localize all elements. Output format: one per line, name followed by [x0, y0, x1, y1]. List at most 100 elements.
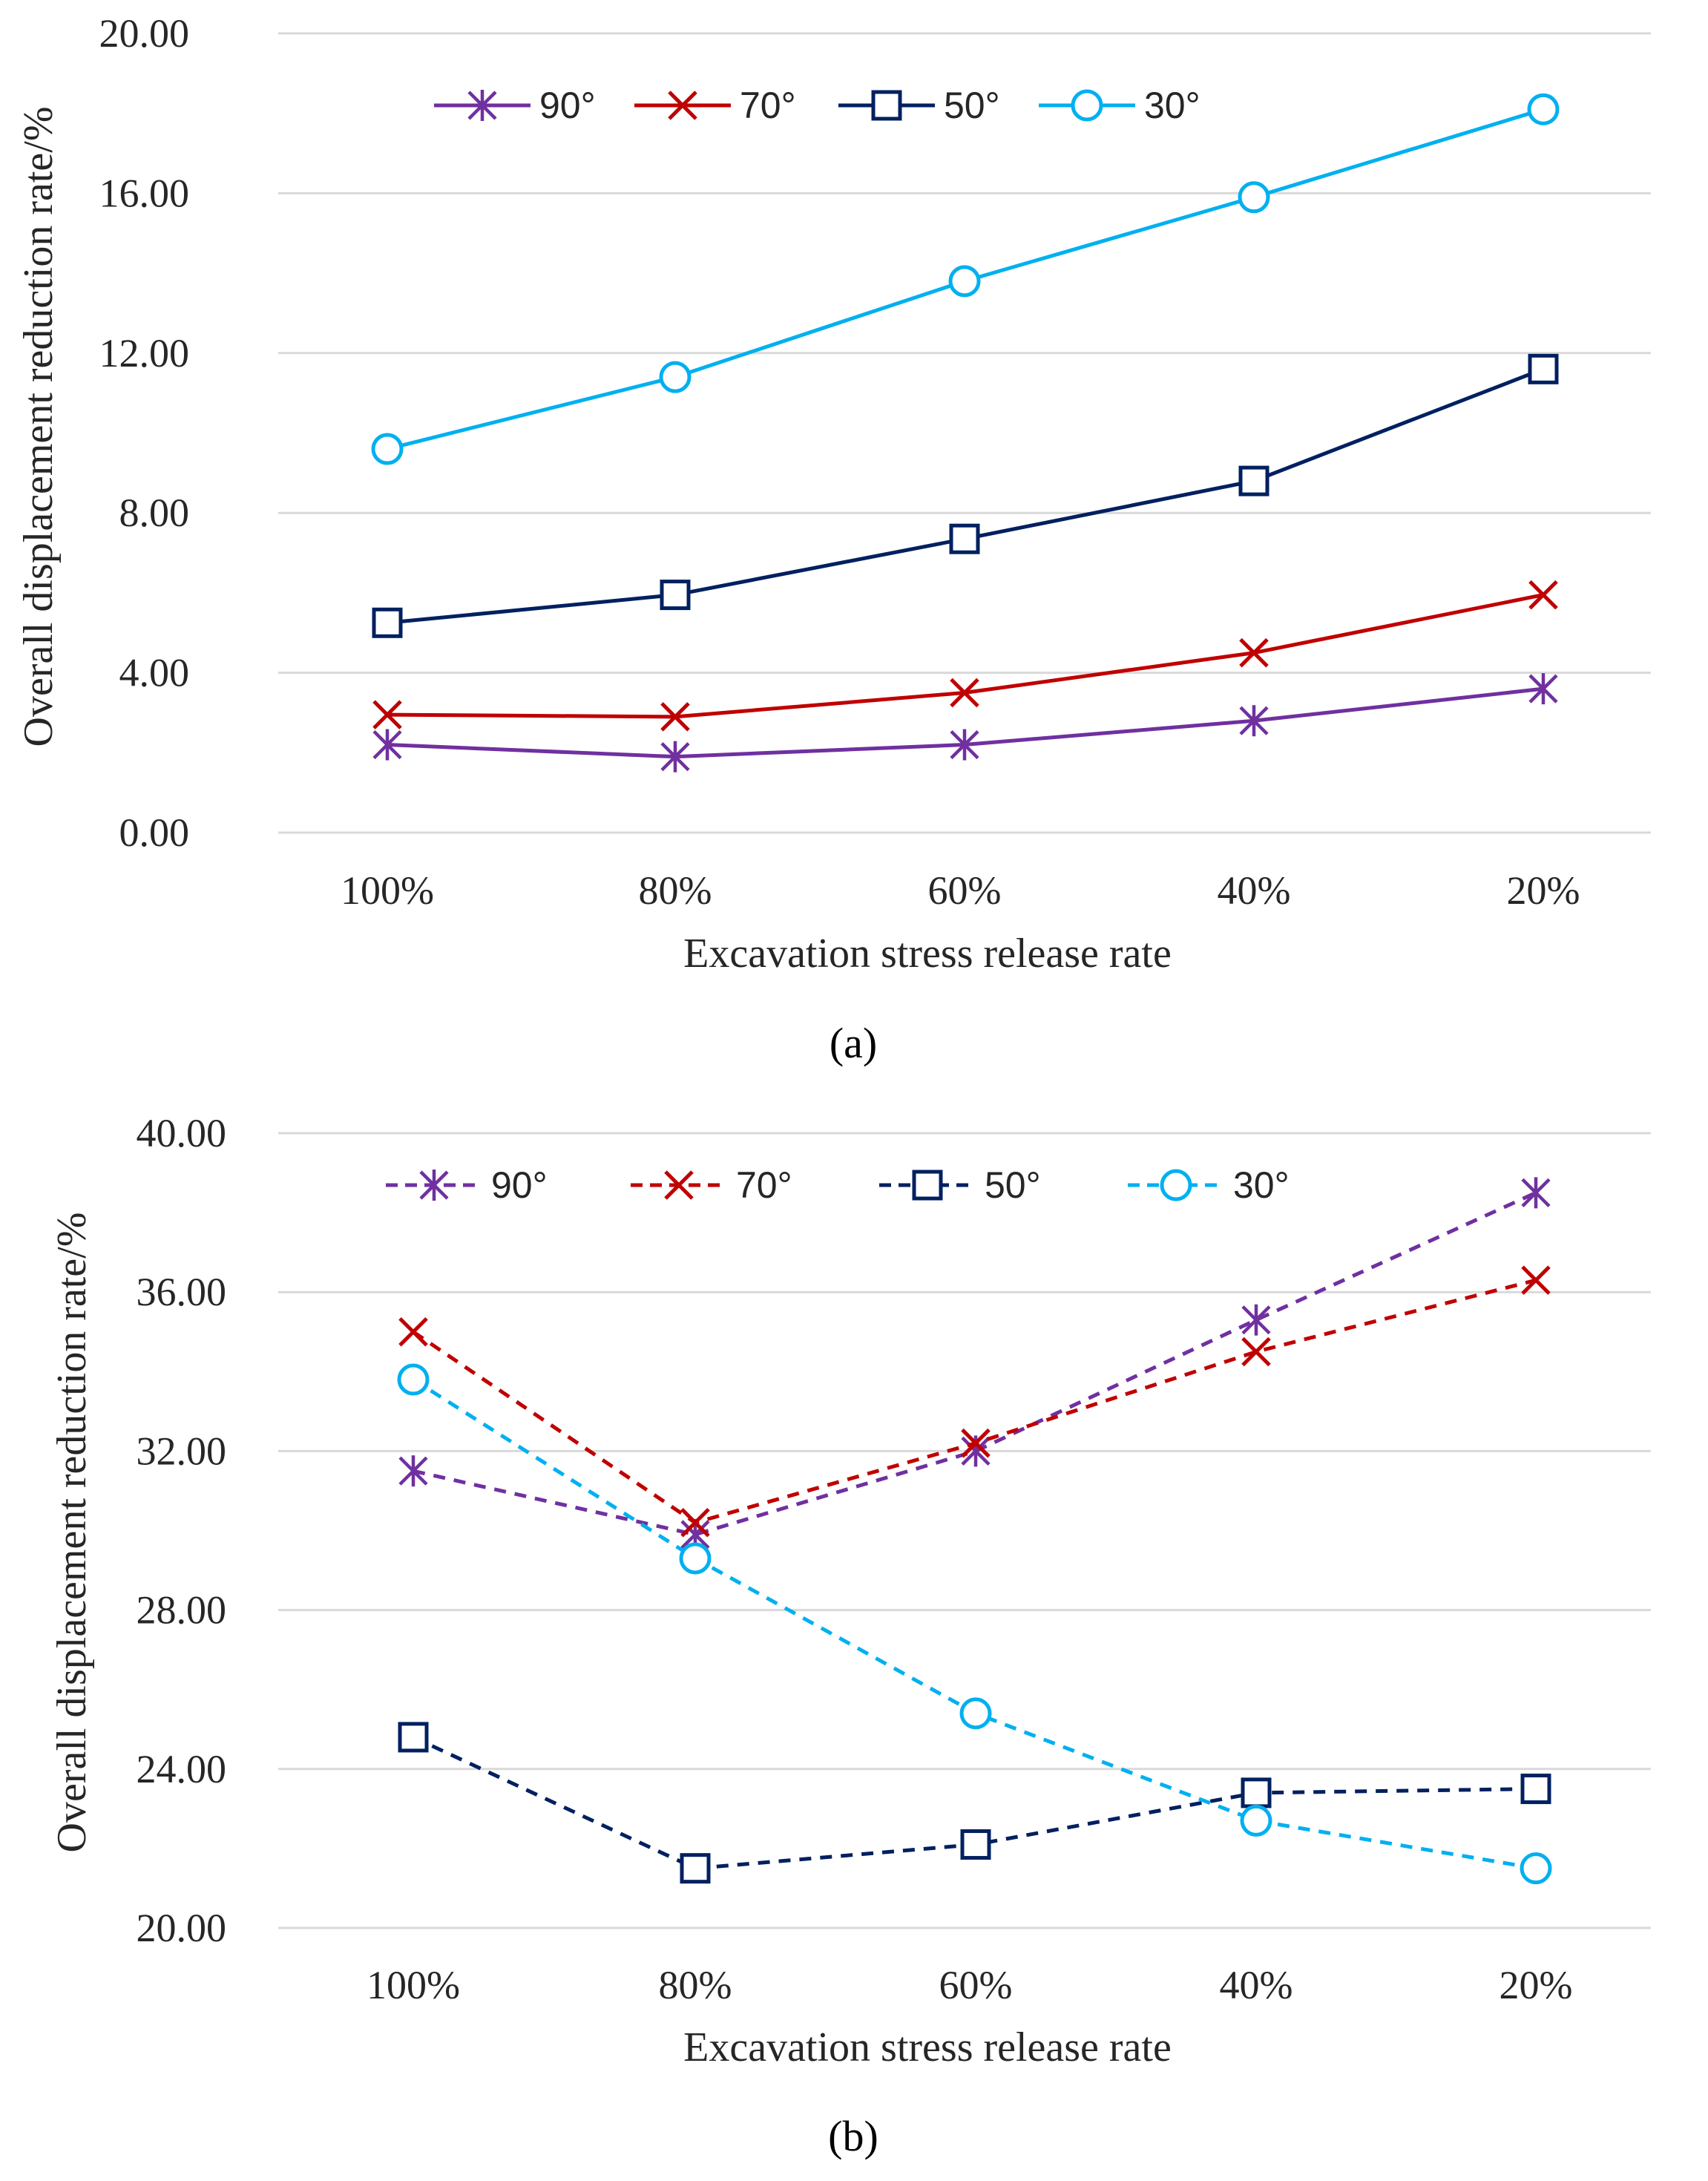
- data-point: [1239, 637, 1269, 668]
- legend-item: 90°: [434, 85, 596, 126]
- x-tick-label: 100%: [367, 1963, 460, 2007]
- y-tick-label: 20.00: [137, 1906, 227, 1950]
- x-tick-label: 60%: [939, 1963, 1013, 2007]
- data-point: [1241, 1337, 1271, 1367]
- panel-label: (a): [830, 1019, 877, 1067]
- y-axis-title: Overall displacement reduction rate/%: [16, 107, 62, 747]
- x-tick-label: 80%: [659, 1963, 732, 2007]
- chart-panel-a: 0.00 4.00 8.00 12.00 16.00 20.00 100% 80% 60% 40%…: [16, 11, 1651, 1067]
- data-point: [371, 433, 404, 465]
- series-line: [412, 1278, 1537, 1525]
- data-point: [961, 1428, 991, 1458]
- x-tick-label: 80%: [639, 868, 712, 913]
- data-point: [1528, 580, 1558, 610]
- series-line: [387, 593, 1544, 719]
- data-point: [660, 741, 690, 773]
- legend-item: 30°: [1128, 1164, 1290, 1206]
- y-tick-label: 36.00: [137, 1270, 227, 1314]
- x-tick-label: 20%: [1500, 1963, 1573, 2007]
- data-point: [1527, 93, 1560, 125]
- panel-label: (b): [828, 2112, 878, 2160]
- legend-label: 50°: [944, 85, 1000, 126]
- data-point: [660, 702, 690, 732]
- legend-item: 70°: [631, 1164, 792, 1206]
- legend-label: 50°: [985, 1164, 1041, 1206]
- data-point: [1239, 705, 1269, 737]
- legend-label: 70°: [740, 85, 796, 126]
- y-tick-label: 32.00: [137, 1429, 227, 1473]
- series-square: [398, 1722, 1551, 1884]
- legend-marker: [1071, 89, 1103, 122]
- legend-marker: [912, 1170, 943, 1201]
- legend-label: 30°: [1233, 1164, 1290, 1206]
- data-point: [680, 1508, 710, 1538]
- data-point: [1520, 1774, 1551, 1805]
- x-tick-label: 40%: [1218, 868, 1291, 913]
- y-axis-title: Overall displacement reduction rate/%: [49, 1213, 95, 1853]
- legend-marker: [668, 91, 697, 120]
- series-circle: [397, 1363, 1552, 1885]
- data-point: [680, 1853, 711, 1884]
- data-point: [1528, 673, 1558, 705]
- series-line: [413, 1191, 1537, 1537]
- series-asterisk: [372, 673, 1558, 773]
- series-x: [398, 1265, 1551, 1538]
- legend: 90° 70° 50° 30°: [434, 85, 1200, 126]
- legend-marker: [1160, 1169, 1192, 1201]
- legend-item: 30°: [1039, 85, 1200, 126]
- data-point: [398, 1455, 428, 1487]
- data-point: [398, 1722, 429, 1753]
- data-point: [1241, 1304, 1271, 1336]
- legend-item: 90°: [386, 1164, 548, 1206]
- data-point: [1240, 1804, 1272, 1837]
- data-point: [1528, 353, 1559, 384]
- data-point: [1521, 1265, 1551, 1295]
- legend-label: 70°: [736, 1164, 792, 1206]
- x-tick-label: 20%: [1507, 868, 1580, 913]
- data-point: [397, 1363, 430, 1396]
- data-point: [959, 1697, 992, 1730]
- y-tick-label: 20.00: [99, 11, 190, 56]
- legend-marker: [419, 1170, 449, 1201]
- data-point: [679, 1542, 712, 1575]
- y-tick-label: 4.00: [119, 651, 190, 695]
- x-tick-label: 60%: [928, 868, 1002, 913]
- legend-marker: [467, 90, 497, 121]
- y-tick-label: 16.00: [99, 171, 190, 215]
- legend-item: 50°: [879, 1164, 1041, 1206]
- data-point: [1520, 1852, 1552, 1885]
- chart-panel-b: 20.00 24.00 28.00 32.00 36.00 40.00 100% 80% 60%…: [49, 1111, 1651, 2160]
- legend-item: 70°: [634, 85, 796, 126]
- x-axis-title: Excavation stress release rate: [683, 2024, 1172, 2070]
- legend-marker: [871, 90, 902, 121]
- y-tick-label: 24.00: [137, 1747, 227, 1791]
- x-axis-title: Excavation stress release rate: [683, 931, 1172, 977]
- series-x: [372, 580, 1558, 732]
- legend: 90° 70° 50° 30°: [386, 1164, 1290, 1206]
- legend-label: 90°: [539, 85, 596, 126]
- legend-label: 90°: [491, 1164, 548, 1206]
- legend-label: 30°: [1144, 85, 1200, 126]
- x-tick-label: 100%: [341, 868, 434, 913]
- x-tick-label: 40%: [1220, 1963, 1293, 2007]
- y-tick-label: 28.00: [137, 1588, 227, 1633]
- series-asterisk: [398, 1177, 1551, 1550]
- series-circle: [371, 93, 1560, 465]
- data-point: [372, 607, 403, 638]
- data-point: [659, 361, 692, 393]
- data-point: [950, 729, 979, 761]
- data-point: [660, 580, 691, 611]
- data-point: [960, 1829, 991, 1860]
- series-square: [372, 353, 1559, 638]
- data-point: [372, 729, 402, 761]
- data-point: [1238, 465, 1269, 496]
- data-point: [1521, 1177, 1551, 1209]
- legend-marker: [664, 1170, 694, 1200]
- y-tick-label: 0.00: [119, 810, 190, 855]
- legend-item: 50°: [838, 85, 1000, 126]
- data-point: [948, 265, 981, 298]
- y-tick-label: 8.00: [119, 491, 190, 535]
- data-point: [1241, 1777, 1272, 1808]
- y-tick-label: 12.00: [99, 331, 190, 375]
